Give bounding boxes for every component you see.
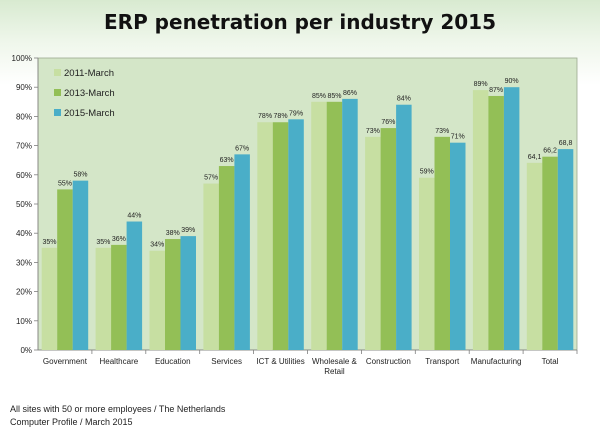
bar-2011-march	[365, 136, 381, 350]
bar-2015-march	[557, 149, 574, 350]
data-label: 58%	[73, 172, 87, 179]
data-label: 35%	[96, 239, 110, 246]
bar-2011-march	[311, 101, 327, 350]
bar-2013-march	[165, 239, 181, 350]
bar-2015-march	[342, 98, 358, 350]
legend-label: 2011-March	[64, 68, 114, 79]
bar-2013-march	[434, 136, 450, 350]
bar-2015-march	[288, 119, 304, 350]
bar-2013-march	[326, 101, 343, 350]
y-tick-label: 20%	[16, 288, 32, 297]
legend-label: 2013-March	[64, 88, 115, 99]
data-label: 85%	[327, 93, 341, 100]
category-label: Construction	[366, 357, 411, 366]
category-label: Wholesale &	[312, 357, 358, 366]
data-label: 35%	[42, 239, 56, 246]
bar-2015-march	[503, 87, 520, 350]
chart-title: ERP penetration per industry 2015	[104, 10, 496, 34]
bar-2011-march	[41, 247, 58, 350]
footnote-sites: All sites with 50 or more employees / Th…	[10, 404, 226, 414]
data-label: 89%	[474, 81, 488, 88]
data-label: 63%	[220, 157, 234, 164]
y-tick-label: 90%	[16, 83, 32, 92]
bar-2011-march	[419, 177, 435, 350]
bar-2015-march	[180, 236, 196, 350]
y-tick-label: 0%	[20, 346, 32, 355]
category-label: ICT & Utilities	[256, 357, 304, 366]
legend-swatch	[54, 69, 61, 76]
data-label: 78%	[258, 113, 272, 120]
legend-swatch	[54, 109, 61, 116]
bar-chart: 0%10%20%30%40%50%60%70%80%90%100%35%55%5…	[12, 54, 578, 376]
data-label: 86%	[343, 90, 357, 97]
data-label: 36%	[112, 236, 126, 243]
data-label: 34%	[150, 242, 164, 249]
category-label: Education	[155, 357, 191, 366]
category-label: Total	[542, 357, 559, 366]
data-label: 38%	[166, 230, 180, 237]
category-label: Healthcare	[100, 357, 139, 366]
y-tick-label: 80%	[16, 112, 32, 121]
bar-2013-march	[488, 95, 504, 351]
category-label: Government	[43, 357, 88, 366]
bar-2013-march	[218, 166, 235, 350]
data-label: 55%	[58, 180, 72, 187]
data-label: 78%	[274, 113, 288, 120]
data-label: 57%	[204, 175, 218, 182]
y-tick-label: 40%	[16, 229, 32, 238]
y-tick-label: 30%	[16, 258, 32, 267]
bar-2013-march	[57, 189, 73, 350]
bar-2011-march	[526, 162, 543, 350]
bar-2011-march	[472, 90, 489, 351]
data-label: 44%	[127, 213, 141, 220]
data-label: 90%	[505, 78, 519, 85]
bar-2013-march	[111, 244, 127, 350]
footnote-source: Computer Profile / March 2015	[10, 417, 133, 427]
data-label: 76%	[381, 119, 395, 126]
bar-2015-march	[234, 154, 250, 350]
data-label: 79%	[289, 110, 303, 117]
data-label: 73%	[435, 128, 449, 135]
category-label: Transport	[425, 357, 460, 366]
data-label: 71%	[451, 134, 465, 141]
bar-2015-march	[450, 142, 466, 350]
bar-2011-march	[149, 250, 165, 350]
bar-2011-march	[203, 183, 219, 350]
data-label: 73%	[366, 128, 380, 135]
bar-2013-march	[542, 156, 558, 350]
bar-2011-march	[95, 247, 112, 350]
data-label: 66,2	[543, 148, 557, 155]
data-label: 59%	[420, 169, 434, 176]
bar-2011-march	[257, 122, 273, 351]
category-label: Manufacturing	[471, 357, 522, 366]
y-tick-label: 60%	[16, 171, 32, 180]
y-tick-label: 70%	[16, 142, 32, 151]
legend-label: 2015-March	[64, 108, 115, 119]
data-label: 84%	[397, 96, 411, 103]
data-label: 67%	[235, 145, 249, 152]
category-label: Services	[211, 357, 242, 366]
legend-swatch	[54, 89, 61, 96]
y-tick-label: 100%	[12, 54, 32, 63]
bar-2015-march	[126, 221, 143, 350]
bar-2013-march	[272, 122, 289, 351]
y-tick-label: 50%	[16, 200, 32, 209]
data-label: 85%	[312, 93, 326, 100]
bar-2015-march	[72, 180, 89, 350]
data-label: 64,1	[528, 154, 542, 161]
data-label: 68,8	[559, 140, 573, 147]
y-tick-label: 10%	[16, 317, 32, 326]
bar-2015-march	[396, 104, 412, 350]
bar-2013-march	[380, 128, 397, 350]
data-label: 87%	[489, 87, 503, 94]
category-label: Retail	[324, 367, 345, 376]
data-label: 39%	[181, 227, 195, 234]
